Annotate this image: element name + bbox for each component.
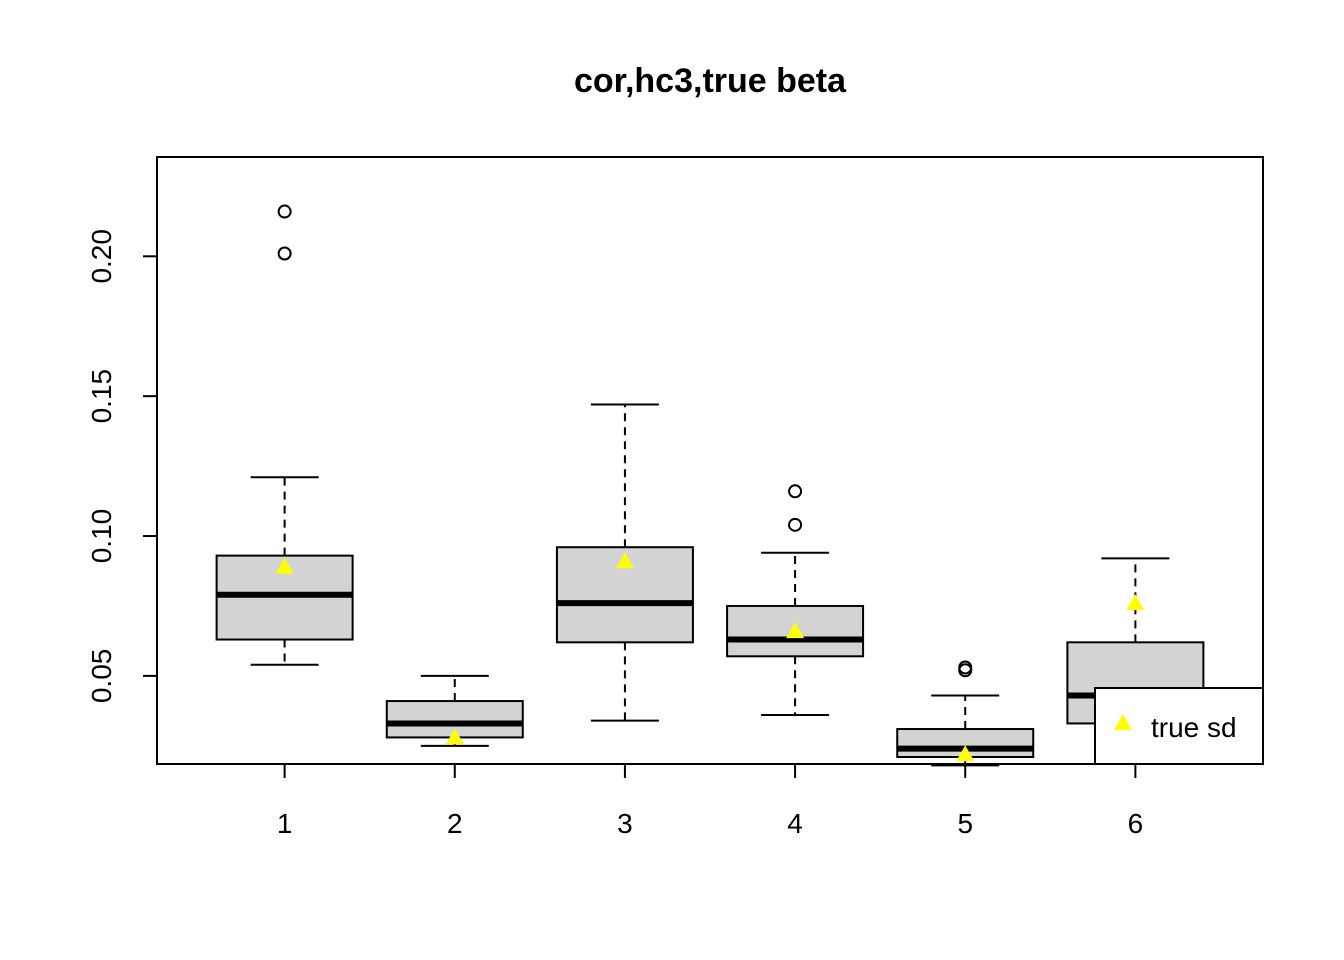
x-tick-label: 1 bbox=[277, 808, 293, 839]
outlier-point bbox=[958, 660, 973, 675]
y-tick-label: 0.20 bbox=[86, 229, 117, 284]
y-tick-label: 0.10 bbox=[86, 509, 117, 564]
y-tick-label: 0.15 bbox=[86, 369, 117, 424]
true-sd-marker bbox=[956, 745, 975, 762]
y-axis: 0.05 0.10 0.15 0.20 bbox=[86, 229, 157, 703]
legend-marker-triangle-icon bbox=[1114, 714, 1132, 730]
outlier-point bbox=[277, 246, 292, 261]
box-group-4 bbox=[726, 484, 865, 717]
outlier-point bbox=[788, 517, 803, 532]
plot-frame bbox=[156, 156, 1264, 765]
box-group-1 bbox=[215, 204, 354, 666]
y-tick-label: 0.05 bbox=[86, 649, 117, 704]
box-group-2 bbox=[385, 674, 524, 747]
x-tick-label: 6 bbox=[1128, 808, 1144, 839]
outlier-point bbox=[788, 484, 803, 499]
x-tick-label: 5 bbox=[957, 808, 973, 839]
true-sd-marker bbox=[1126, 594, 1145, 611]
true-sd-marker bbox=[445, 728, 464, 745]
boxes-layer bbox=[215, 204, 1205, 767]
x-tick-label: 3 bbox=[617, 808, 633, 839]
legend-label: true sd bbox=[1151, 712, 1237, 743]
x-tick-label: 4 bbox=[787, 808, 803, 839]
true-sd-marker bbox=[615, 552, 634, 569]
chart-title: cor,hc3,true beta bbox=[574, 62, 847, 100]
x-tick-label: 2 bbox=[447, 808, 463, 839]
legend: true sd bbox=[1094, 687, 1264, 765]
outlier-point bbox=[277, 204, 292, 219]
true-sd-marker bbox=[786, 622, 805, 639]
box-group-3 bbox=[555, 403, 694, 722]
true-sd-marker bbox=[275, 557, 294, 574]
box-group-5 bbox=[896, 660, 1035, 767]
x-axis: 1 2 3 4 5 6 bbox=[277, 764, 1143, 839]
